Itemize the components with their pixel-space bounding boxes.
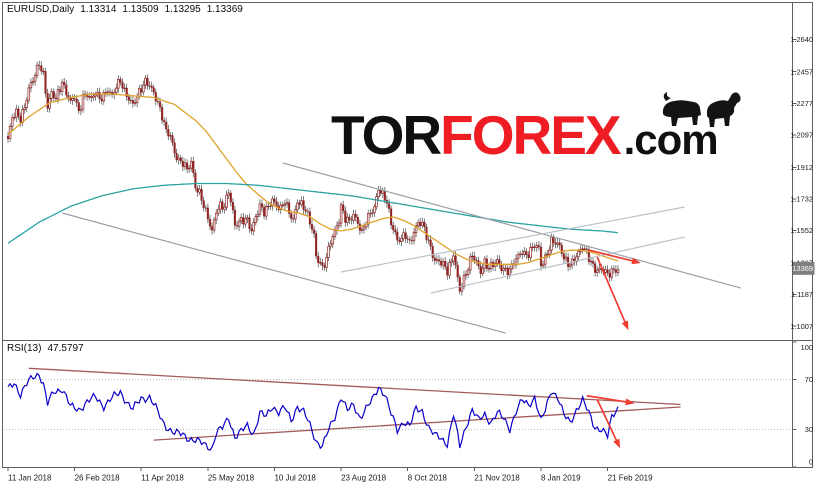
- price-axis-label: 1.2097: [790, 130, 813, 139]
- current-price-value: 1.13369: [786, 264, 813, 273]
- rsi-wedge-upper[interactable]: [28, 367, 681, 406]
- trendline-ascending-channel-upper[interactable]: [340, 206, 685, 273]
- rsi-indicator-label: RSI(13) 47.5797: [7, 343, 84, 354]
- price-axis-label: 1.2277: [790, 99, 813, 108]
- rsi-axis-label: 100: [801, 343, 813, 352]
- price-axis-label: 1.2640: [790, 35, 813, 44]
- bear-candles: [6, 64, 617, 292]
- price-forecast-arrow-2[interactable]: [596, 256, 629, 331]
- quote-low: 1.13295: [164, 4, 201, 15]
- rsi-name: RSI(13): [7, 343, 42, 354]
- rsi-axis[interactable]: 100 70 30 0: [792, 341, 814, 468]
- ma-slow-line[interactable]: [7, 182, 619, 244]
- time-axis-label: 11 Apr 2018: [141, 474, 184, 483]
- price-axis-label: 1.1187: [791, 290, 813, 299]
- rsi-forecast-arrow-2[interactable]: [596, 399, 621, 449]
- rsi-wedge-lower[interactable]: [153, 406, 681, 441]
- quote-close: 1.13369: [206, 4, 243, 15]
- trendline-descending-support[interactable]: [61, 212, 506, 334]
- logo-text-com: .com: [623, 116, 719, 163]
- time-axis[interactable]: 11 Jan 2018 26 Feb 2018 11 Apr 2018 25 May …: [7, 467, 653, 483]
- time-axis-label: 11 Jan 2018: [8, 474, 52, 483]
- price-axis-label: 1.1912: [790, 163, 813, 172]
- trendline-ascending-channel-lower[interactable]: [430, 236, 685, 294]
- rsi-axis-label: 0: [809, 458, 813, 467]
- price-axis-label: 1.1007: [790, 322, 813, 331]
- time-axis-label: 8 Jan 2019: [541, 474, 581, 483]
- rsi-value: 47.5797: [47, 343, 84, 354]
- bull-bear-logo-icon: [662, 92, 741, 127]
- torforex-watermark: TOR FOREX .com: [331, 92, 741, 166]
- time-axis-label: 10 Jul 2018: [274, 474, 316, 483]
- price-axis[interactable]: 1.2640 1.2457 1.2277 1.2097 1.1912 1.1732 1.15…: [790, 35, 813, 331]
- current-price-tag: 1.13369: [786, 261, 815, 275]
- time-axis-label: 21 Feb 2019: [608, 474, 653, 483]
- price-forecast-arrow-1[interactable]: [588, 249, 641, 265]
- chart-frame: [2, 2, 813, 468]
- ma-fast-line[interactable]: [7, 93, 619, 265]
- time-axis-label: 25 May 2018: [208, 474, 255, 483]
- trendline-descending-resistance[interactable]: [282, 162, 742, 289]
- time-axis-label: 8 Oct 2018: [408, 474, 448, 483]
- price-axis-label: 1.1732: [790, 195, 813, 204]
- price-axis-label: 1.2457: [790, 67, 813, 76]
- symbol-period-label: EURUSD,Daily: [7, 4, 75, 15]
- time-axis-label: 26 Feb 2018: [75, 474, 120, 483]
- rsi-axis-label: 30: [805, 425, 813, 434]
- rsi-forecast-arrow-1[interactable]: [586, 394, 635, 406]
- time-axis-label: 23 Aug 2018: [341, 474, 386, 483]
- logo-text-tor: TOR: [331, 104, 442, 166]
- bull-candles: [8, 64, 620, 292]
- candles-layer: [6, 60, 620, 296]
- rsi-line: [7, 372, 619, 451]
- logo-text-forex: FOREX: [440, 104, 621, 166]
- rsi-axis-label: 70: [805, 375, 813, 384]
- time-axis-label: 21 Nov 2018: [474, 474, 520, 483]
- rsi-level-lines: [3, 379, 793, 430]
- chart-header: EURUSD,Daily 1.13314 1.13509 1.13295 1.1…: [7, 4, 243, 15]
- quote-open: 1.13314: [80, 4, 117, 15]
- price-axis-label: 1.1552: [790, 226, 813, 235]
- quote-high: 1.13509: [122, 4, 159, 15]
